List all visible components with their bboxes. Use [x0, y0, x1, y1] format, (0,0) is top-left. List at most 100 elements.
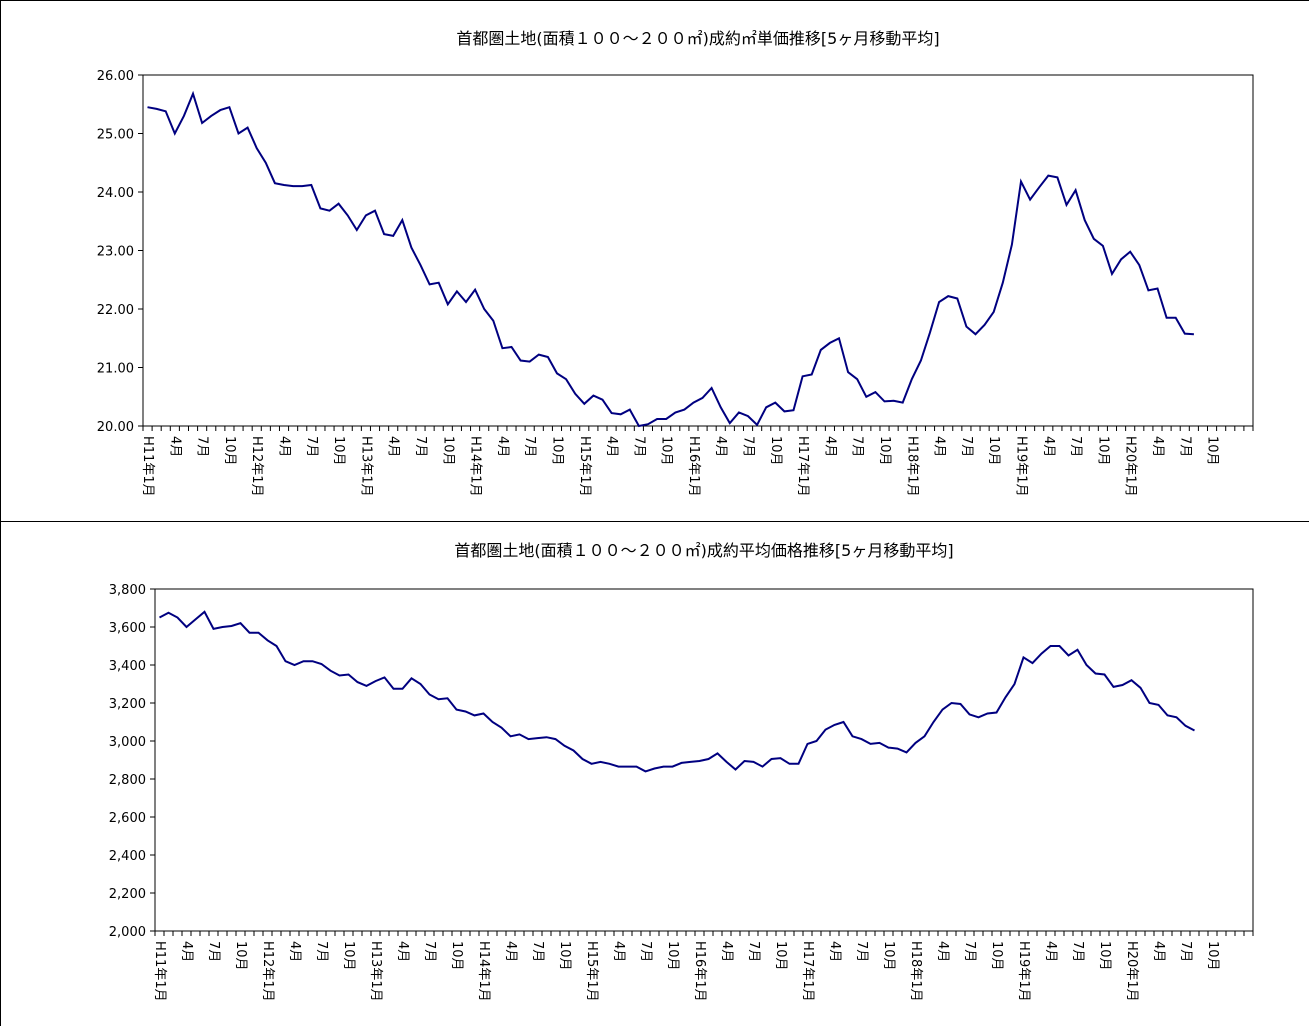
x-tick-label: 4月 — [935, 941, 950, 962]
x-tick-label: 7月 — [959, 436, 974, 457]
x-tick-label: 10月 — [659, 436, 674, 466]
y-tick-label: 3,400 — [109, 659, 146, 674]
x-tick-label: 10月 — [222, 436, 237, 466]
x-tick-label: 7月 — [1178, 941, 1193, 962]
x-tick-label: 7月 — [413, 436, 428, 457]
x-tick-label: 4月 — [604, 436, 619, 457]
x-tick-label: 4月 — [932, 436, 947, 457]
x-tick-label: H16年1月 — [692, 941, 707, 1002]
x-tick-label: 10月 — [877, 436, 892, 466]
x-tick-label: 7月 — [962, 941, 977, 962]
x-tick-label: H20年1月 — [1123, 436, 1138, 497]
x-tick-label: 4月 — [386, 436, 401, 457]
x-tick-label: 7月 — [522, 436, 537, 457]
x-tick-label: 10月 — [233, 941, 248, 971]
x-tick-label: 4月 — [395, 941, 410, 962]
y-tick-label: 21.00 — [97, 362, 134, 377]
x-tick-label: H13年1月 — [368, 941, 383, 1002]
x-tick-label: H19年1月 — [1013, 436, 1028, 497]
x-tick-label: 4月 — [611, 941, 626, 962]
y-tick-label: 2,200 — [109, 887, 146, 902]
x-tick-label: H12年1月 — [260, 941, 275, 1002]
x-tick-label: 7月 — [631, 436, 646, 457]
x-tick-label: 10月 — [1097, 941, 1112, 971]
x-tick-label: 4月 — [167, 436, 182, 457]
y-tick-label: 2,400 — [109, 849, 146, 864]
x-tick-label: 7月 — [1177, 436, 1192, 457]
x-tick-label: 10月 — [1205, 941, 1220, 971]
x-tick-label: H14年1月 — [468, 436, 483, 497]
x-tick-label: H17年1月 — [800, 941, 815, 1002]
x-tick-label: 10月 — [449, 941, 464, 971]
x-tick-label: 10月 — [768, 436, 783, 466]
x-tick-label: 4月 — [713, 436, 728, 457]
y-tick-label: 22.00 — [97, 303, 134, 318]
x-tick-label: 4月 — [503, 941, 518, 962]
x-tick-label: 7月 — [422, 941, 437, 962]
chart-title: 首都圏土地(面積１００～２００㎡)成約平均価格推移[5ヶ月移動平均] — [454, 541, 953, 560]
x-tick-label: 7月 — [195, 436, 210, 457]
x-tick-label: 7月 — [1070, 941, 1085, 962]
x-tick-label: 7月 — [314, 941, 329, 962]
x-tick-label: 10月 — [665, 941, 680, 971]
x-tick-label: 10月 — [989, 941, 1004, 971]
y-tick-label: 2,600 — [109, 811, 146, 826]
x-tick-label: H18年1月 — [904, 436, 919, 497]
y-tick-label: 3,800 — [109, 583, 146, 598]
x-tick-label: 10月 — [881, 941, 896, 971]
x-tick-label: 7月 — [850, 436, 865, 457]
x-tick-label: 4月 — [1151, 941, 1166, 962]
y-tick-label: 24.00 — [97, 186, 134, 201]
x-tick-label: 4月 — [179, 941, 194, 962]
y-tick-label: 2,800 — [109, 773, 146, 788]
x-tick-label: 7月 — [638, 941, 653, 962]
x-tick-label: 10月 — [1205, 436, 1220, 466]
x-tick-label: 7月 — [746, 941, 761, 962]
x-tick-label: 7月 — [741, 436, 756, 457]
y-tick-label: 2,000 — [109, 925, 146, 940]
y-tick-label: 26.00 — [97, 69, 134, 84]
x-tick-label: 4月 — [287, 941, 302, 962]
y-tick-label: 23.00 — [97, 245, 134, 260]
x-tick-label: 4月 — [822, 436, 837, 457]
x-tick-label: H18年1月 — [908, 941, 923, 1002]
x-tick-label: H15年1月 — [584, 941, 599, 1002]
x-tick-label: H11年1月 — [152, 941, 167, 1002]
x-tick-label: H20年1月 — [1124, 941, 1139, 1002]
y-tick-label: 3,200 — [109, 697, 146, 712]
x-tick-label: H11年1月 — [140, 436, 155, 497]
x-tick-label: 10月 — [986, 436, 1001, 466]
x-tick-label: 4月 — [719, 941, 734, 962]
x-tick-label: 4月 — [1041, 436, 1056, 457]
x-tick-label: H14年1月 — [476, 941, 491, 1002]
x-tick-label: 4月 — [277, 436, 292, 457]
x-tick-label: 10月 — [440, 436, 455, 466]
x-tick-label: 4月 — [495, 436, 510, 457]
x-tick-label: 10月 — [549, 436, 564, 466]
x-tick-label: 7月 — [854, 941, 869, 962]
x-tick-label: H16年1月 — [686, 436, 701, 497]
x-tick-label: H17年1月 — [795, 436, 810, 497]
x-tick-label: 10月 — [773, 941, 788, 971]
x-tick-label: 4月 — [1150, 436, 1165, 457]
y-tick-label: 25.00 — [97, 128, 134, 143]
x-tick-label: 7月 — [304, 436, 319, 457]
x-tick-label: 4月 — [1043, 941, 1058, 962]
y-tick-label: 20.00 — [97, 420, 134, 435]
x-tick-label: 10月 — [557, 941, 572, 971]
x-tick-label: H13年1月 — [358, 436, 373, 497]
x-tick-label: 7月 — [206, 941, 221, 962]
x-tick-label: H15年1月 — [577, 436, 592, 497]
x-tick-label: 10月 — [341, 941, 356, 971]
x-tick-label: 4月 — [827, 941, 842, 962]
x-tick-label: 7月 — [1068, 436, 1083, 457]
y-tick-label: 3,600 — [109, 621, 146, 636]
x-tick-label: 10月 — [1095, 436, 1110, 466]
x-tick-label: 10月 — [331, 436, 346, 466]
chart-title: 首都圏土地(面積１００～２００㎡)成約㎡単価推移[5ヶ月移動平均] — [456, 29, 939, 48]
y-tick-label: 3,000 — [109, 735, 146, 750]
x-tick-label: H12年1月 — [249, 436, 264, 497]
x-tick-label: H19年1月 — [1016, 941, 1031, 1002]
